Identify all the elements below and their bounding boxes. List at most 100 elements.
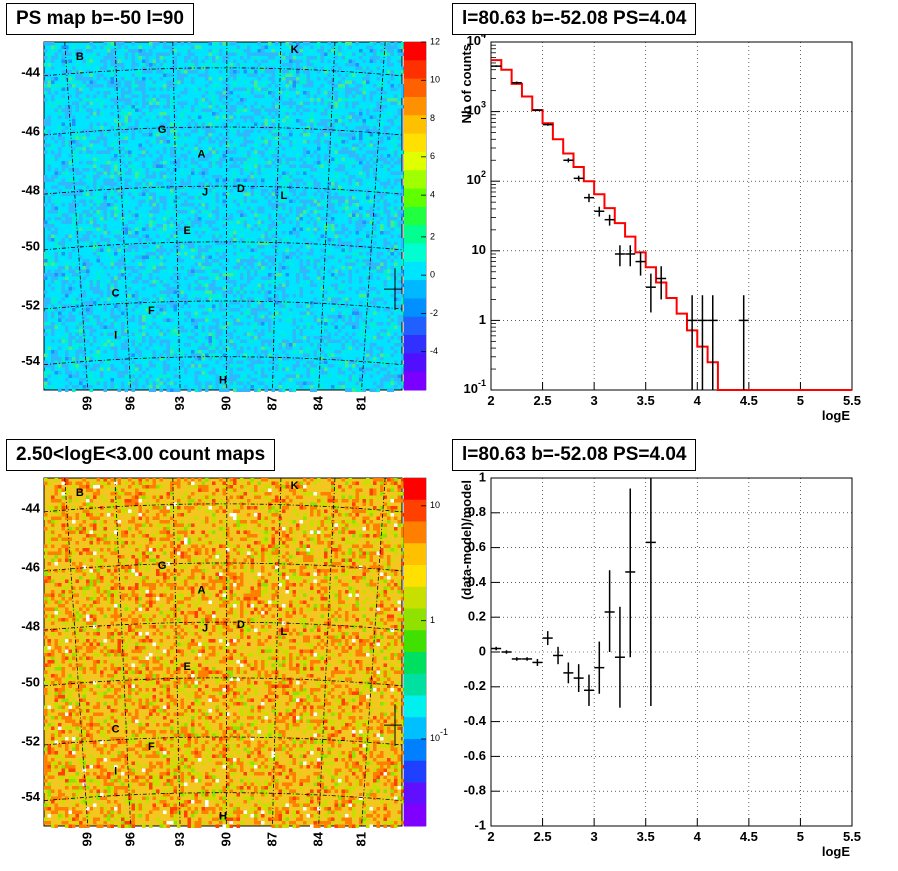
map-pixel: [194, 350, 198, 354]
map-pixel: [233, 73, 237, 77]
map-pixel: [317, 70, 321, 74]
map-pixel: [222, 136, 226, 140]
map-pixel: [44, 178, 48, 182]
map-pixel: [236, 245, 240, 249]
map-pixel: [58, 346, 62, 350]
map-pixel: [117, 371, 121, 375]
map-pixel: [103, 196, 107, 200]
map-pixel: [54, 154, 58, 158]
map-pixel: [254, 70, 258, 74]
map-pixel: [124, 231, 128, 235]
map-pixel: [131, 84, 135, 88]
map-pixel: [121, 371, 125, 375]
map-pixel: [313, 367, 317, 371]
map-pixel: [114, 101, 118, 105]
map-pixel: [264, 294, 268, 298]
map-pixel: [334, 45, 338, 49]
map-pixel: [65, 266, 69, 270]
map-pixel: [373, 150, 377, 154]
map-pixel: [51, 367, 55, 371]
map-pixel: [222, 199, 226, 203]
map-pixel: [366, 161, 370, 165]
map-pixel: [61, 315, 65, 319]
map-pixel: [268, 311, 272, 315]
map-pixel: [51, 304, 55, 308]
map-pixel: [373, 241, 377, 245]
map-pixel: [166, 126, 170, 130]
map-pixel: [117, 280, 121, 284]
map-pixel: [156, 164, 160, 168]
map-pixel: [306, 367, 310, 371]
map-pixel: [205, 77, 209, 81]
map-pixel: [236, 308, 240, 312]
map-pixel: [261, 189, 265, 193]
map-pixel: [264, 262, 268, 266]
map-pixel: [341, 210, 345, 214]
map-pixel: [89, 122, 93, 126]
map-pixel: [103, 164, 107, 168]
map-pixel: [355, 94, 359, 98]
map-pixel: [243, 168, 247, 172]
map-pixel: [254, 325, 258, 329]
map-pixel: [121, 98, 125, 102]
map-pixel: [261, 192, 265, 196]
map-pixel: [394, 98, 398, 102]
map-pixel: [387, 49, 391, 53]
map-pixel: [44, 378, 48, 382]
map-pixel: [170, 217, 174, 221]
map-pixel: [180, 304, 184, 308]
map-pixel: [187, 49, 191, 53]
map-pixel: [198, 129, 202, 133]
map-pixel: [334, 269, 338, 273]
map-pixel: [275, 297, 279, 301]
map-pixel: [159, 294, 163, 298]
map-pixel: [240, 199, 244, 203]
map-pixel: [54, 171, 58, 175]
map-pixel: [383, 161, 387, 165]
map-pixel: [383, 262, 387, 266]
map-pixel: [261, 262, 265, 266]
map-pixel: [79, 378, 83, 382]
map-pixel: [261, 94, 265, 98]
map-pixel: [177, 357, 181, 361]
map-pixel: [114, 164, 118, 168]
map-pixel: [387, 371, 391, 375]
map-pixel: [264, 238, 268, 242]
map-pixel: [313, 378, 317, 382]
map-pixel: [355, 203, 359, 207]
map-pixel: [215, 42, 219, 46]
map-pixel: [387, 168, 391, 172]
map-pixel: [334, 171, 338, 175]
map-pixel: [390, 234, 394, 238]
map-pixel: [205, 203, 209, 207]
map-pixel: [306, 80, 310, 84]
map-pixel: [54, 178, 58, 182]
map-pixel: [219, 332, 223, 336]
map-pixel: [289, 140, 293, 144]
map-pixel: [103, 231, 107, 235]
map-pixel: [310, 63, 314, 67]
map-pixel: [131, 378, 135, 382]
map-pixel: [334, 245, 338, 249]
map-pixel: [359, 332, 363, 336]
map-pixel: [61, 56, 65, 60]
map-pixel: [383, 203, 387, 207]
map-pixel: [229, 315, 233, 319]
map-pixel: [82, 266, 86, 270]
map-pixel: [166, 385, 170, 389]
map-pixel: [47, 381, 51, 385]
map-pixel: [54, 84, 58, 88]
map-pixel: [320, 196, 324, 200]
map-pixel: [96, 241, 100, 245]
map-pixel: [257, 381, 261, 385]
map-pixel: [257, 210, 261, 214]
map-pixel: [250, 227, 254, 231]
map-pixel: [271, 59, 275, 63]
map-pixel: [345, 84, 349, 88]
x-tick-label: 2: [487, 393, 494, 408]
map-pixel: [58, 364, 62, 368]
map-pixel: [341, 315, 345, 319]
map-pixel: [86, 147, 90, 151]
map-pixel: [72, 45, 76, 49]
map-pixel: [233, 252, 237, 256]
